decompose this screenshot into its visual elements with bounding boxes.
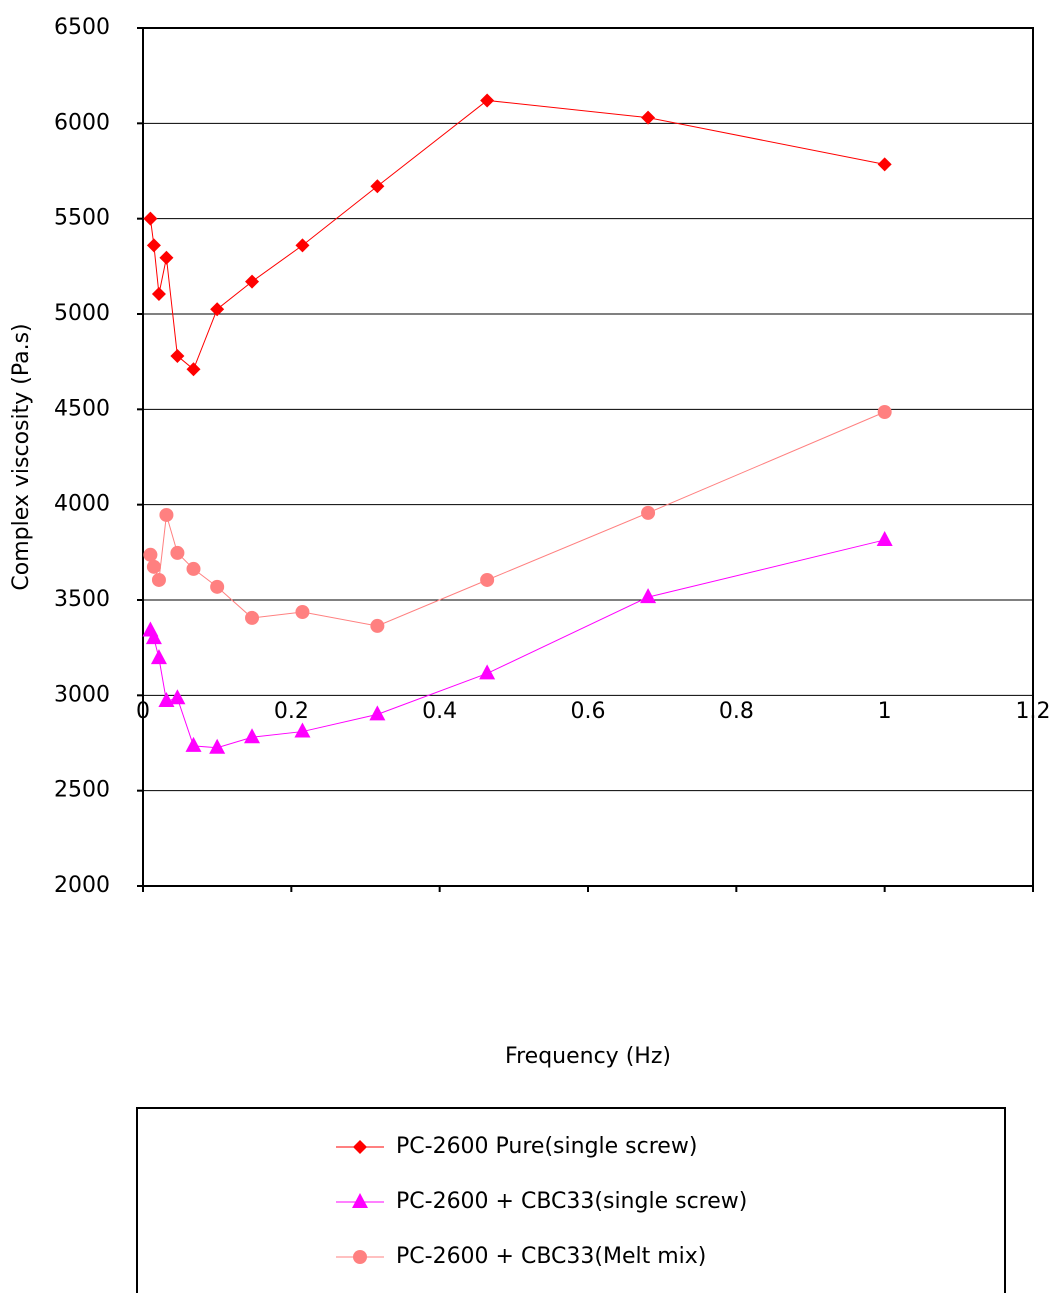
y-tick-label: 6000	[54, 110, 110, 135]
legend-label: PC-2600 + CBC33(single screw)	[396, 1189, 747, 1214]
plot-frame	[142, 27, 1034, 887]
marker	[877, 405, 892, 420]
y-axis-label: Complex viscosity (Pa.s)	[9, 323, 34, 590]
y-tick-label: 2000	[54, 873, 110, 898]
marker	[480, 93, 495, 108]
x-tick-label: 0.8	[719, 699, 754, 724]
marker	[186, 362, 201, 377]
marker	[641, 110, 656, 125]
marker	[186, 561, 201, 576]
marker	[479, 664, 496, 680]
marker	[353, 1250, 367, 1264]
marker	[640, 588, 657, 604]
marker	[151, 286, 166, 301]
series-line	[149, 411, 885, 627]
y-tick-label: 6500	[54, 15, 110, 40]
marker	[369, 705, 386, 721]
marker	[877, 157, 892, 172]
marker	[209, 738, 226, 754]
marker	[146, 238, 161, 253]
x-tick-label: 0.6	[571, 699, 606, 724]
y-tick-label: 4500	[54, 396, 110, 421]
marker	[145, 629, 162, 645]
marker	[169, 689, 186, 705]
marker	[245, 274, 260, 289]
y-tick-label: 5000	[54, 301, 110, 326]
legend-label: PC-2600 + CBC33(Melt mix)	[396, 1244, 706, 1269]
marker	[143, 547, 158, 562]
marker	[641, 505, 656, 520]
marker	[210, 579, 225, 594]
marker	[143, 211, 158, 226]
series-line	[149, 539, 885, 749]
x-axis-label: Frequency (Hz)	[505, 1044, 671, 1069]
marker	[245, 610, 260, 625]
y-tick-label: 3000	[54, 682, 110, 707]
marker	[294, 722, 311, 738]
marker	[295, 238, 310, 253]
marker	[159, 250, 174, 265]
y-tick-label: 2500	[54, 778, 110, 803]
marker	[370, 618, 385, 633]
marker	[210, 302, 225, 317]
marker	[151, 572, 166, 587]
marker	[159, 507, 174, 522]
marker	[170, 348, 185, 363]
legend-label: PC-2600 Pure(single screw)	[396, 1134, 697, 1159]
marker	[244, 728, 261, 744]
marker	[170, 545, 185, 560]
marker	[352, 1193, 368, 1208]
x-tick-label: 0.2	[274, 699, 309, 724]
x-tick-label: 0.4	[422, 699, 457, 724]
y-tick-label: 3500	[54, 587, 110, 612]
legend-box	[136, 1107, 1006, 1293]
marker	[146, 559, 161, 574]
x-tick-label: 1	[878, 699, 892, 724]
marker	[480, 572, 495, 587]
y-tick-label: 4000	[54, 492, 110, 517]
marker	[353, 1140, 367, 1154]
marker	[295, 605, 310, 620]
marker	[150, 649, 167, 665]
marker	[876, 530, 893, 546]
series-line	[149, 99, 885, 371]
marker	[185, 736, 202, 752]
y-tick-label: 5500	[54, 206, 110, 231]
marker	[370, 179, 385, 194]
